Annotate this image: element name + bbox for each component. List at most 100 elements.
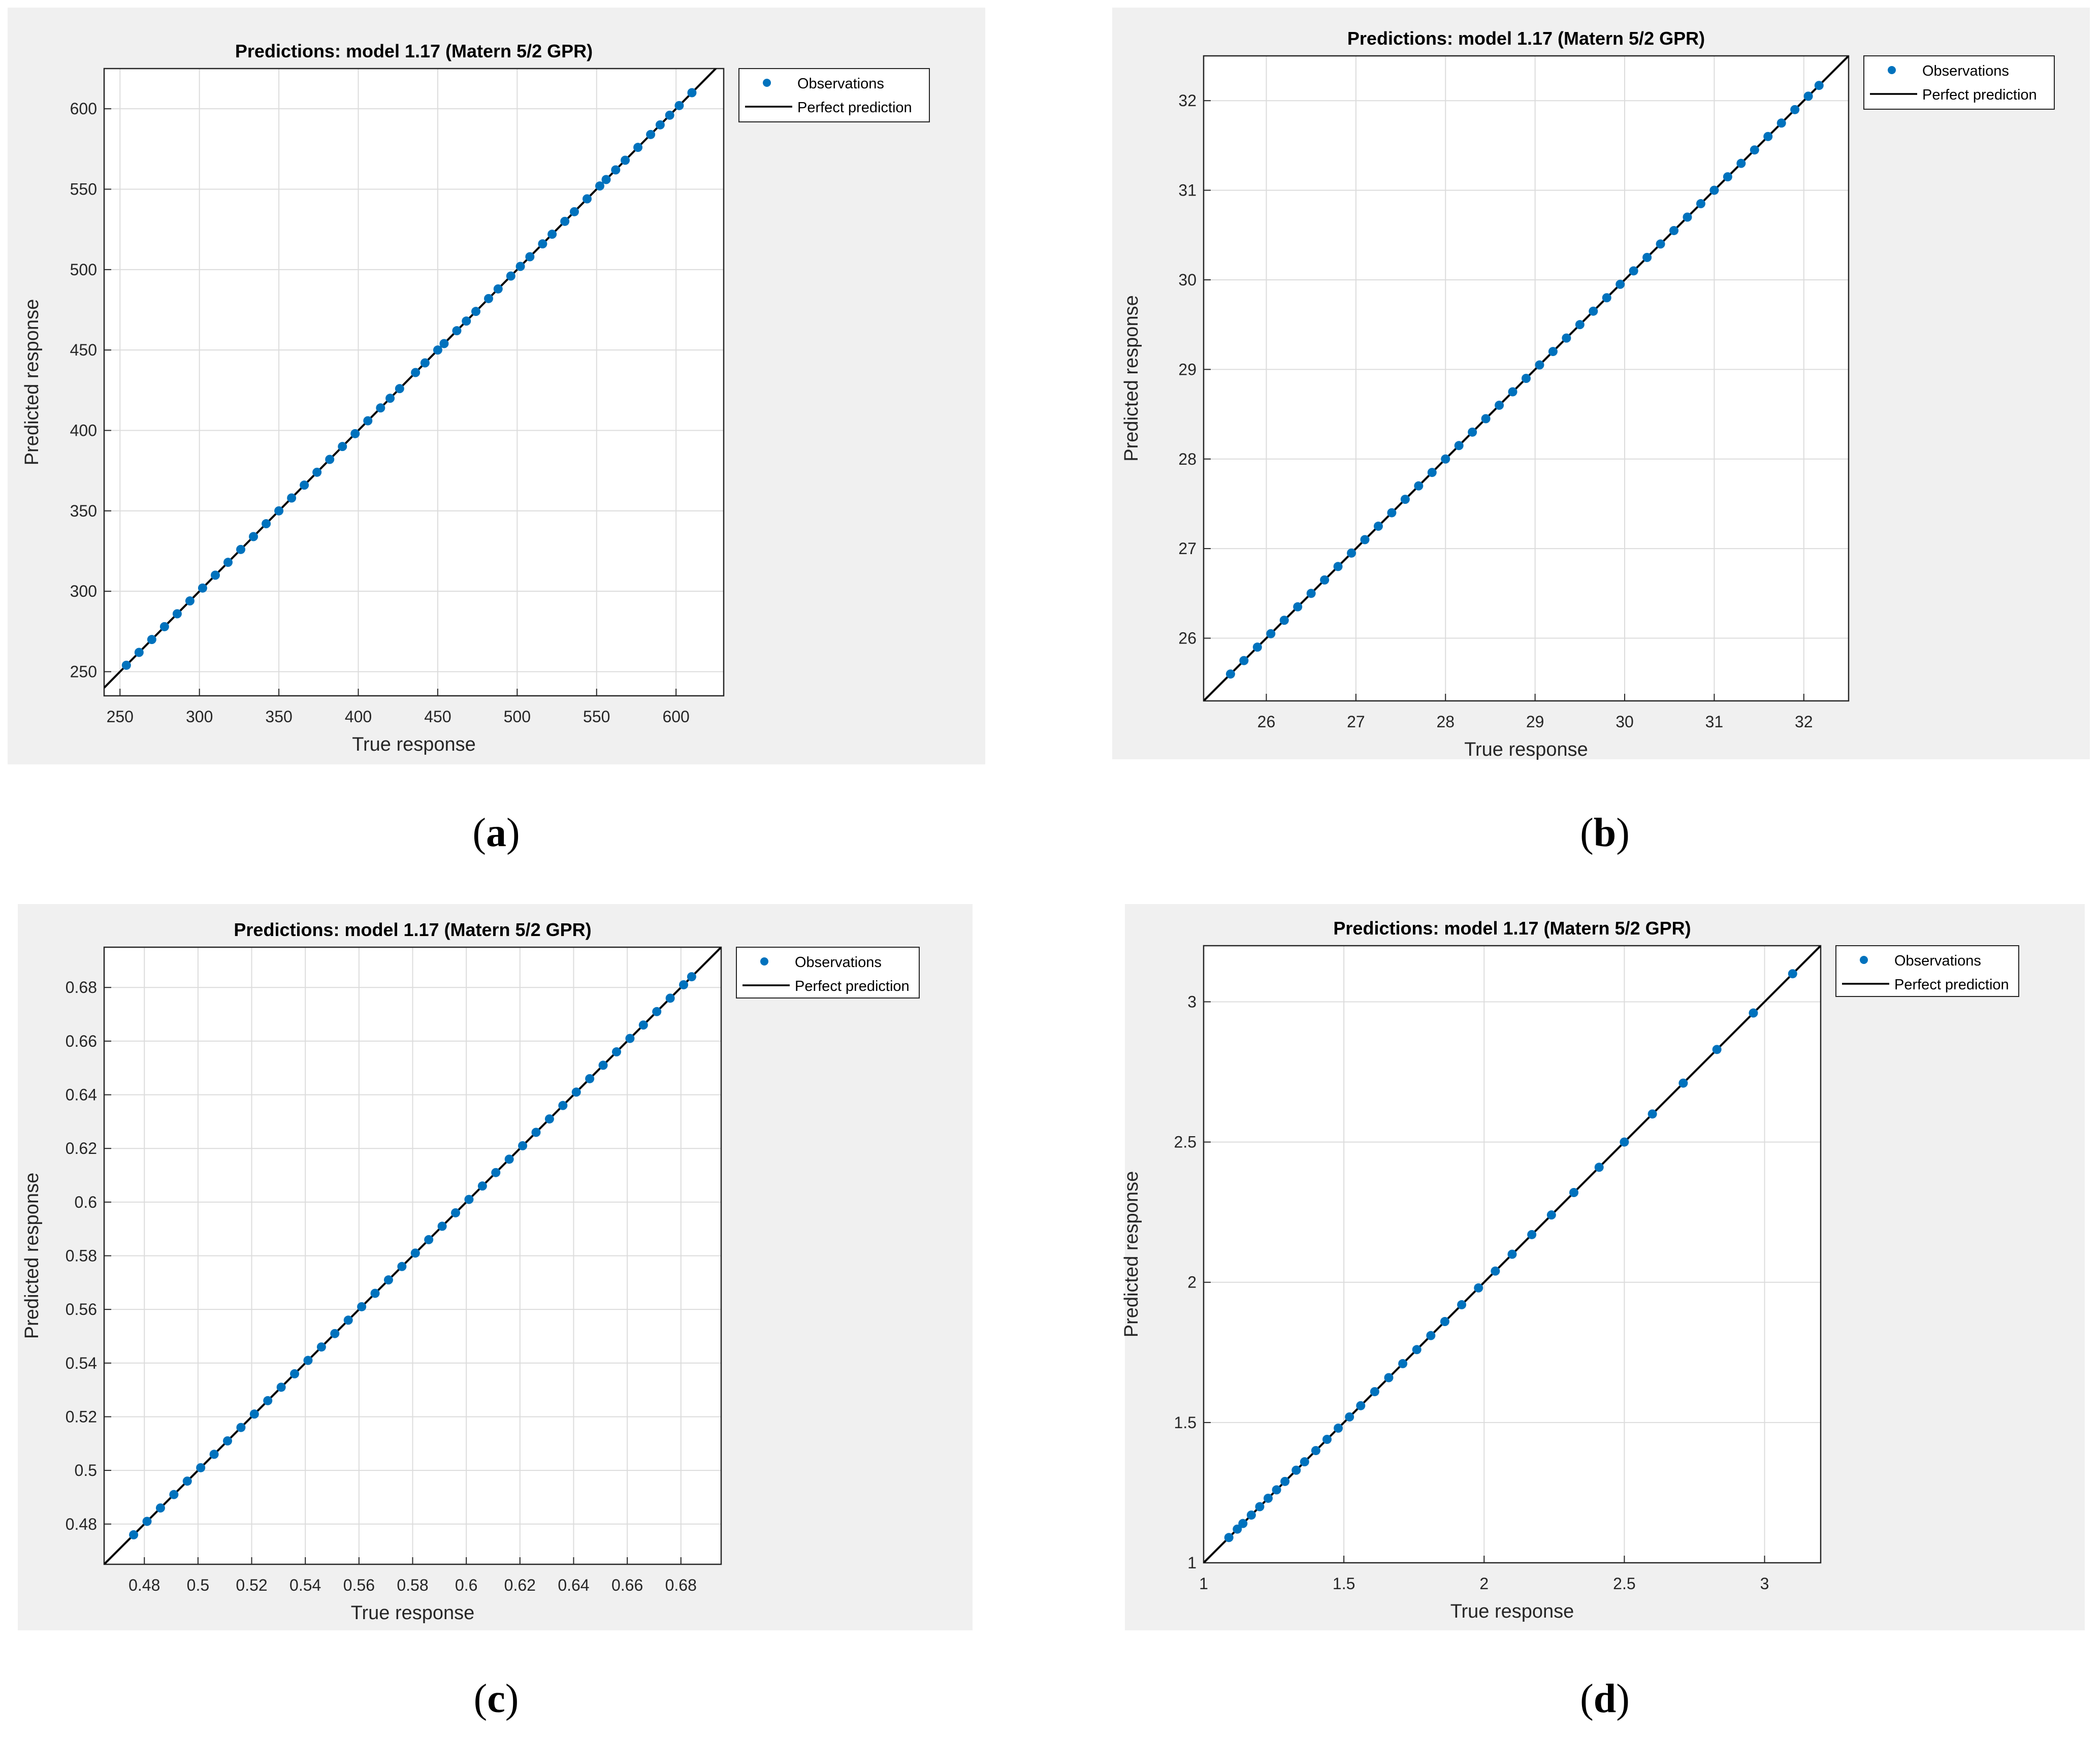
chart2-x-tick-label: 0.5 (187, 1576, 209, 1594)
chart0-y-tick-label: 250 (70, 663, 97, 681)
chart3-observation-point (1311, 1446, 1320, 1456)
chart0-legend-observations-marker (763, 79, 771, 87)
chart3-observation-point (1426, 1331, 1436, 1340)
chart0-legend-observations-label: Observations (797, 76, 884, 92)
chart1-observation-point (1266, 629, 1276, 638)
chart0-observation-point (249, 532, 259, 541)
chart1-x-tick-label: 30 (1616, 713, 1634, 731)
chart2-x-tick-label: 0.6 (455, 1576, 477, 1594)
chart2-observation-point (504, 1154, 514, 1164)
chart0-y-tick-label: 600 (70, 100, 97, 118)
chart-panel-c: 0.48 0.5 0.52 0.54 0.56 0.58 0.6 0.62 0.64 0.66 0.… (18, 904, 973, 1630)
chart0-observation-point (560, 216, 570, 226)
chart1-legend-observations-label: Observations (1922, 63, 2009, 79)
chart1-observation-point (1790, 105, 1800, 114)
chart3-x-tick-label: 2 (1479, 1574, 1489, 1593)
chart2-y-tick-label: 0.64 (66, 1086, 97, 1104)
chart1-observation-point (1468, 427, 1477, 437)
chart1-observation-point (1548, 347, 1558, 357)
chart2-observation-point (625, 1034, 635, 1043)
chart2-y-tick-label: 0.52 (66, 1407, 97, 1426)
chart3-observation-point (1678, 1078, 1688, 1088)
chart3-observation-point (1322, 1435, 1332, 1444)
chart2-observation-point (397, 1262, 407, 1271)
chart1-x-tick-label: 29 (1526, 713, 1544, 731)
chart1-x-tick-label: 26 (1257, 713, 1276, 731)
chart1-observation-point (1454, 441, 1464, 450)
chart0-observation-point (147, 635, 156, 645)
chart0-observation-point (439, 339, 449, 348)
chart1-observation-point (1535, 360, 1544, 370)
chart1-observation-point (1373, 522, 1383, 531)
chart1-legend: Observations Perfect prediction (1863, 55, 2055, 110)
chart0-x-tick-label: 500 (504, 707, 531, 726)
chart1-observation-point (1736, 158, 1746, 168)
chart1-y-axis-label: Predicted response (1121, 295, 1142, 461)
chart2-observation-point (370, 1289, 380, 1298)
chart0-x-tick-label: 600 (662, 707, 689, 726)
chart2-observation-point (129, 1530, 139, 1539)
chart0-y-tick-label: 500 (70, 261, 97, 279)
chart2-x-tick-label: 0.56 (343, 1576, 375, 1594)
chart2-observation-point (585, 1074, 595, 1083)
chart0-legend-perfect-label: Perfect prediction (797, 100, 912, 116)
chart0-observation-point (420, 358, 430, 368)
chart1-observation-point (1602, 293, 1611, 303)
chart1-y-tick-label: 31 (1178, 181, 1197, 200)
chart3-observation-point (1749, 1008, 1758, 1018)
chart3-observation-point (1370, 1387, 1379, 1397)
chart0-observation-point (312, 467, 322, 477)
chart0-observation-point (525, 252, 535, 262)
chart2-y-axis-label: Predicted response (21, 1173, 43, 1339)
chart1-x-tick-label: 32 (1795, 713, 1813, 731)
chart2-observation-point (263, 1396, 273, 1405)
chart3-observation-point (1647, 1109, 1657, 1119)
caption-d: (d) (1580, 1677, 1630, 1721)
chart2-x-tick-label: 0.64 (558, 1576, 589, 1594)
chart0-observation-point (462, 316, 471, 326)
caption-a: (a) (472, 811, 520, 855)
chart0-observation-point (538, 239, 547, 249)
chart3-observation-point (1594, 1163, 1604, 1172)
chart3-observation-point (1246, 1510, 1256, 1520)
chart0-x-tick-label: 250 (107, 707, 134, 726)
chart0-title: Predictions: model 1.17 (Matern 5/2 GPR) (235, 41, 593, 61)
chart0-observation-point (674, 101, 684, 110)
chart2-observation-point (491, 1168, 501, 1177)
chart3-observation-point (1224, 1533, 1234, 1542)
chart2-x-tick-label: 0.62 (504, 1576, 536, 1594)
chart2-y-tick-label: 0.6 (75, 1193, 97, 1211)
chart0-observation-point (223, 558, 233, 567)
chart2-observation-point (209, 1450, 219, 1459)
chart3-observation-point (1356, 1401, 1366, 1410)
chart1-observation-point (1225, 669, 1235, 679)
chart2-legend-box (736, 947, 920, 999)
chart1-y-tick-label: 27 (1178, 539, 1197, 558)
chart0-observation-point (287, 493, 297, 503)
chart3-observation-point (1788, 969, 1797, 979)
chart2-observation-point (249, 1409, 259, 1419)
chart1-observation-point (1616, 279, 1625, 289)
chart0-observation-point (687, 88, 697, 98)
chart0-x-tick-label: 300 (186, 707, 213, 726)
chart2-observation-point (424, 1235, 434, 1244)
chart0-observation-point (274, 506, 284, 516)
chart3-observation-point (1491, 1266, 1500, 1276)
chart0-observation-point (655, 120, 665, 130)
chart2-title: Predictions: model 1.17 (Matern 5/2 GPR) (234, 919, 591, 940)
chart1-y-tick-label: 30 (1178, 271, 1197, 289)
chart0-observation-point (198, 583, 207, 593)
chart2-observation-point (652, 1007, 662, 1016)
chart2-observation-point (169, 1490, 179, 1499)
chart3-legend: Observations Perfect prediction (1835, 945, 2019, 997)
chart2-observation-point (477, 1181, 487, 1191)
chart2-y-tick-label: 0.56 (66, 1300, 97, 1318)
chart0-x-tick-label: 550 (583, 707, 610, 726)
chart-c: 0.48 0.5 0.52 0.54 0.56 0.58 0.6 0.62 0.64 0.66 0.… (21, 919, 920, 1624)
chart3-x-tick-label: 1 (1199, 1574, 1208, 1593)
chart2-observation-point (155, 1503, 165, 1513)
chart0-axes-box (103, 68, 725, 697)
chart2-x-tick-label: 0.48 (128, 1576, 160, 1594)
chart1-y-tick-label: 28 (1178, 450, 1197, 468)
chart0-plot-area (104, 69, 724, 696)
